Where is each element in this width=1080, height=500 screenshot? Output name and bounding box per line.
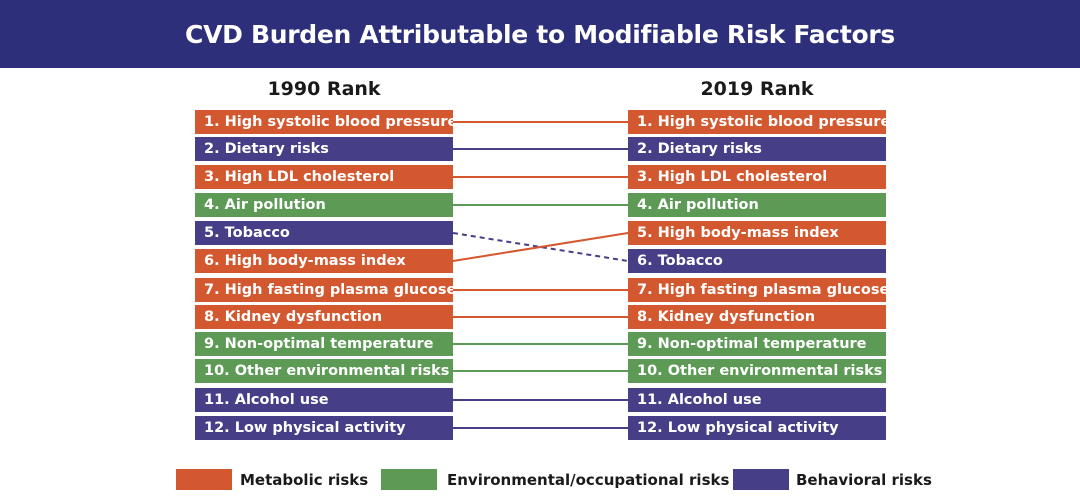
rank-2019-item-3: 3. High LDL cholesterol <box>628 165 886 189</box>
rank-1990-item-6: 6. High body-mass index <box>195 249 453 273</box>
legend-swatch-behavioral <box>733 469 789 490</box>
rank-1990-item-10: 10. Other environmental risks <box>195 359 453 383</box>
rank-2019-item-12: 12. Low physical activity <box>628 416 886 440</box>
header-2019-rank: 2019 Rank <box>700 78 814 100</box>
rank-2019-item-6: 6. Tobacco <box>628 249 886 273</box>
title-bar: CVD Burden Attributable to Modifiable Ri… <box>0 0 1080 68</box>
rank-1990-item-7: 7. High fasting plasma glucose <box>195 278 453 302</box>
rank-1990-item-8: 8. Kidney dysfunction <box>195 305 453 329</box>
rank-2019-item-5: 5. High body-mass index <box>628 221 886 245</box>
rank-2019-item-9: 9. Non-optimal temperature <box>628 332 886 356</box>
rank-2019-item-1: 1. High systolic blood pressure <box>628 110 886 134</box>
legend-label-environmental: Environmental/occupational risks <box>447 471 730 489</box>
link-line-5 <box>452 232 629 262</box>
legend-swatch-metabolic <box>176 469 232 490</box>
rank-1990-item-4: 4. Air pollution <box>195 193 453 217</box>
rank-1990-item-3: 3. High LDL cholesterol <box>195 165 453 189</box>
rank-2019-item-11: 11. Alcohol use <box>628 388 886 412</box>
rank-1990-item-9: 9. Non-optimal temperature <box>195 332 453 356</box>
legend-label-behavioral: Behavioral risks <box>796 471 932 489</box>
chart-title: CVD Burden Attributable to Modifiable Ri… <box>185 19 895 49</box>
legend-swatch-environmental <box>381 469 437 490</box>
rank-1990-item-12: 12. Low physical activity <box>195 416 453 440</box>
rank-2019-item-4: 4. Air pollution <box>628 193 886 217</box>
rank-2019-item-10: 10. Other environmental risks <box>628 359 886 383</box>
rank-1990-item-11: 11. Alcohol use <box>195 388 453 412</box>
rank-2019-item-8: 8. Kidney dysfunction <box>628 305 886 329</box>
rank-1990-item-2: 2. Dietary risks <box>195 137 453 161</box>
link-line-6 <box>452 232 629 262</box>
rank-1990-item-1: 1. High systolic blood pressure <box>195 110 453 134</box>
header-1990-rank: 1990 Rank <box>267 78 381 100</box>
rank-2019-item-2: 2. Dietary risks <box>628 137 886 161</box>
rank-2019-item-7: 7. High fasting plasma glucose <box>628 278 886 302</box>
rank-1990-item-5: 5. Tobacco <box>195 221 453 245</box>
legend-label-metabolic: Metabolic risks <box>240 471 369 489</box>
